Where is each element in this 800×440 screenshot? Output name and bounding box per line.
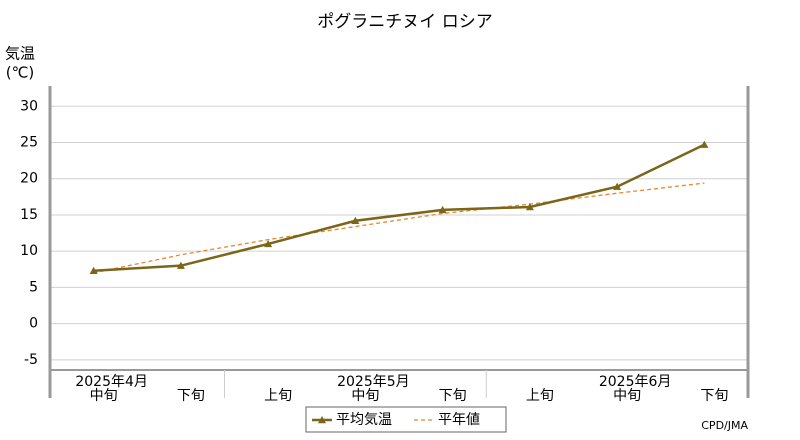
y-tick-label: 0 <box>29 316 38 332</box>
series-line <box>93 182 705 274</box>
point-marker <box>700 140 709 148</box>
x-tick-label: 下旬 <box>439 388 467 404</box>
legend-marker <box>318 416 326 424</box>
x-tick-label: 上旬 <box>526 388 554 404</box>
legend-box <box>305 406 507 433</box>
chart-title: ポグラニチヌイ ロシア <box>317 12 492 32</box>
y-tick-label: 5 <box>29 279 38 295</box>
legend-label: 平年値 <box>438 412 480 428</box>
month-label: 2025年6月 <box>599 374 672 390</box>
point-marker <box>89 266 98 274</box>
x-tick-label: 下旬 <box>177 388 205 404</box>
source-note: CPD/JMA <box>701 419 748 432</box>
x-tick-label: 中旬 <box>351 388 379 404</box>
point-marker <box>613 182 622 190</box>
y-axis-label: (℃) <box>6 64 35 82</box>
x-tick-label: 中旬 <box>90 388 118 404</box>
point-marker <box>525 202 534 211</box>
y-axis-label: 気温 <box>5 45 35 63</box>
y-tick-label: 25 <box>20 135 38 151</box>
point-marker <box>176 261 185 269</box>
month-label: 2025年5月 <box>337 374 410 390</box>
x-tick-label: 上旬 <box>264 388 292 404</box>
series-line <box>93 143 705 272</box>
plot-area <box>50 86 748 370</box>
y-tick-label: 10 <box>20 243 38 259</box>
y-tick-label: 15 <box>20 207 38 223</box>
y-tick-label: -5 <box>24 352 38 368</box>
month-label: 2025年4月 <box>75 374 148 390</box>
y-tick-label: 20 <box>20 171 38 187</box>
point-marker <box>438 205 447 214</box>
legend-label: 平均気温 <box>336 412 392 428</box>
y-tick-label: 30 <box>20 98 38 114</box>
point-marker <box>264 239 273 248</box>
x-tick-label: 下旬 <box>700 388 728 404</box>
x-tick-label: 中旬 <box>613 388 641 404</box>
point-marker <box>351 216 360 224</box>
